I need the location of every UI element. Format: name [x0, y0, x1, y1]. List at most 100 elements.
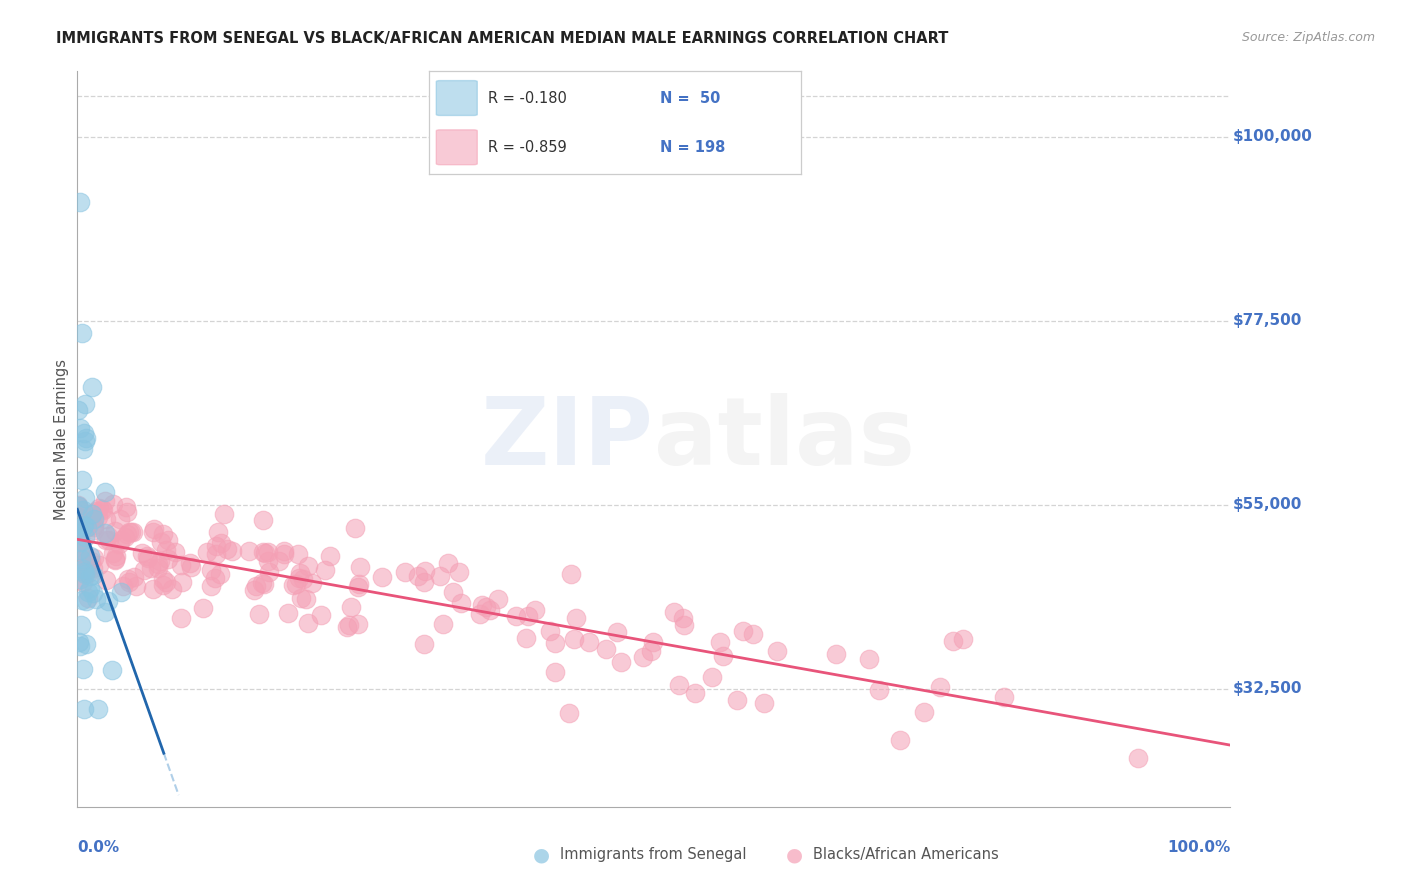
Point — [170, 558, 193, 573]
Point — [67, 510, 90, 524]
Point — [67, 513, 90, 527]
Point — [76, 637, 98, 651]
Point — [217, 541, 239, 556]
Point — [101, 664, 124, 678]
Point — [340, 599, 363, 614]
Point — [114, 530, 136, 544]
Point — [69, 562, 91, 576]
Point — [82, 380, 104, 394]
Point — [75, 521, 97, 535]
Point — [252, 576, 274, 591]
Point — [69, 572, 91, 586]
Point — [83, 520, 105, 534]
Text: 0.0%: 0.0% — [77, 840, 120, 855]
Point — [238, 544, 260, 558]
Point — [347, 580, 370, 594]
Text: N =  50: N = 50 — [659, 90, 720, 105]
Point — [72, 562, 94, 576]
Point — [70, 535, 93, 549]
Point — [131, 546, 153, 560]
Point — [67, 573, 90, 587]
Point — [209, 535, 232, 549]
Text: 100.0%: 100.0% — [1167, 840, 1230, 855]
Point — [120, 525, 142, 540]
Point — [515, 631, 537, 645]
Point — [67, 500, 90, 514]
Point — [297, 615, 319, 630]
Text: IMMIGRANTS FROM SENEGAL VS BLACK/AFRICAN AMERICAN MEDIAN MALE EARNINGS CORRELATI: IMMIGRANTS FROM SENEGAL VS BLACK/AFRICAN… — [56, 31, 949, 46]
Point — [245, 579, 267, 593]
Point — [115, 500, 138, 515]
Point — [75, 567, 97, 582]
Point — [713, 648, 735, 663]
Point — [371, 570, 394, 584]
Point — [253, 577, 276, 591]
Point — [108, 537, 131, 551]
Point — [337, 618, 360, 632]
Point — [150, 535, 173, 549]
Point — [96, 573, 118, 587]
Point — [343, 521, 366, 535]
Point — [97, 594, 120, 608]
Point — [443, 584, 465, 599]
Point — [67, 635, 90, 649]
Point — [765, 644, 787, 658]
Point — [560, 566, 582, 581]
Point — [77, 566, 100, 580]
Point — [70, 546, 93, 560]
Point — [471, 598, 494, 612]
Y-axis label: Median Male Earnings: Median Male Earnings — [53, 359, 69, 520]
Point — [94, 494, 117, 508]
Point — [118, 574, 141, 589]
Point — [449, 566, 471, 580]
Point — [195, 545, 218, 559]
Point — [858, 651, 880, 665]
Point — [349, 560, 371, 574]
Point — [83, 518, 105, 533]
Text: N = 198: N = 198 — [659, 140, 725, 155]
Text: $55,000: $55,000 — [1233, 497, 1302, 512]
Point — [200, 563, 222, 577]
Point — [538, 624, 561, 639]
Point — [122, 524, 145, 539]
Point — [104, 524, 127, 539]
Point — [156, 552, 179, 566]
Point — [742, 627, 765, 641]
Point — [142, 524, 165, 539]
Point — [70, 551, 93, 566]
Point — [90, 502, 112, 516]
Point — [479, 603, 502, 617]
Text: atlas: atlas — [654, 393, 915, 485]
Point — [146, 561, 169, 575]
Point — [408, 569, 430, 583]
Point — [429, 569, 451, 583]
Point — [284, 577, 307, 591]
Point — [79, 554, 101, 568]
Point — [290, 591, 312, 606]
Text: ●: ● — [533, 845, 550, 864]
Point — [67, 536, 90, 550]
Point — [94, 605, 117, 619]
Point — [252, 545, 274, 559]
Point — [79, 582, 101, 596]
Point — [75, 530, 97, 544]
Point — [152, 572, 174, 586]
Point — [76, 516, 98, 531]
Point — [67, 519, 90, 533]
Point — [73, 517, 96, 532]
Point — [180, 560, 202, 574]
Point — [87, 558, 110, 572]
Point — [94, 485, 117, 500]
Point — [432, 617, 454, 632]
Point — [72, 519, 94, 533]
Point — [673, 617, 696, 632]
Point — [412, 574, 434, 589]
Point — [69, 421, 91, 435]
Point — [112, 579, 135, 593]
Point — [928, 680, 950, 694]
Point — [72, 503, 94, 517]
Point — [606, 625, 628, 640]
Point — [889, 733, 911, 747]
Point — [640, 644, 662, 658]
Point — [69, 503, 91, 517]
